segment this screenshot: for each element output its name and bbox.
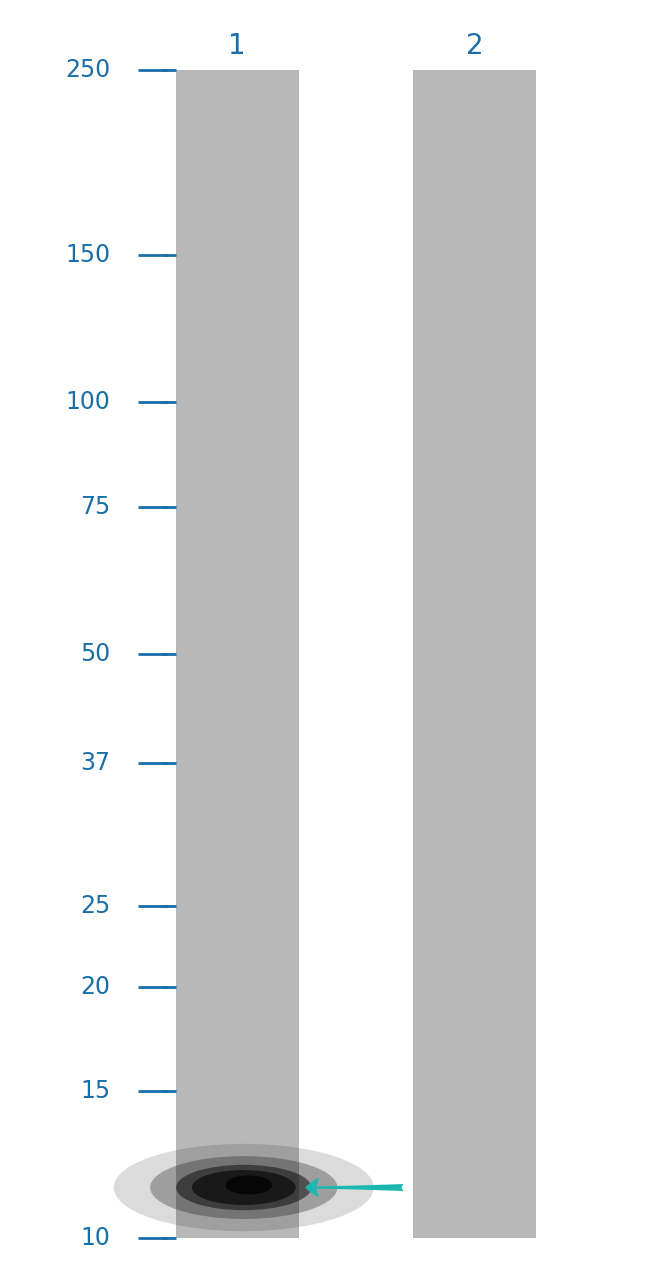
Text: 25: 25 xyxy=(80,894,111,918)
Text: 2: 2 xyxy=(465,32,484,60)
Ellipse shape xyxy=(114,1144,374,1231)
Text: 50: 50 xyxy=(80,643,111,665)
Bar xyxy=(176,70,299,1238)
Ellipse shape xyxy=(176,1165,311,1210)
Text: 37: 37 xyxy=(81,752,110,776)
Text: 20: 20 xyxy=(81,974,110,998)
Text: 15: 15 xyxy=(81,1080,110,1104)
Text: 150: 150 xyxy=(66,244,110,267)
Ellipse shape xyxy=(192,1170,296,1205)
Text: 1: 1 xyxy=(228,32,246,60)
Ellipse shape xyxy=(226,1176,272,1195)
Text: 10: 10 xyxy=(81,1227,110,1250)
Bar xyxy=(413,70,536,1238)
Text: 75: 75 xyxy=(80,495,111,519)
Text: 250: 250 xyxy=(65,58,110,81)
Text: 100: 100 xyxy=(66,390,110,414)
Ellipse shape xyxy=(150,1156,337,1219)
